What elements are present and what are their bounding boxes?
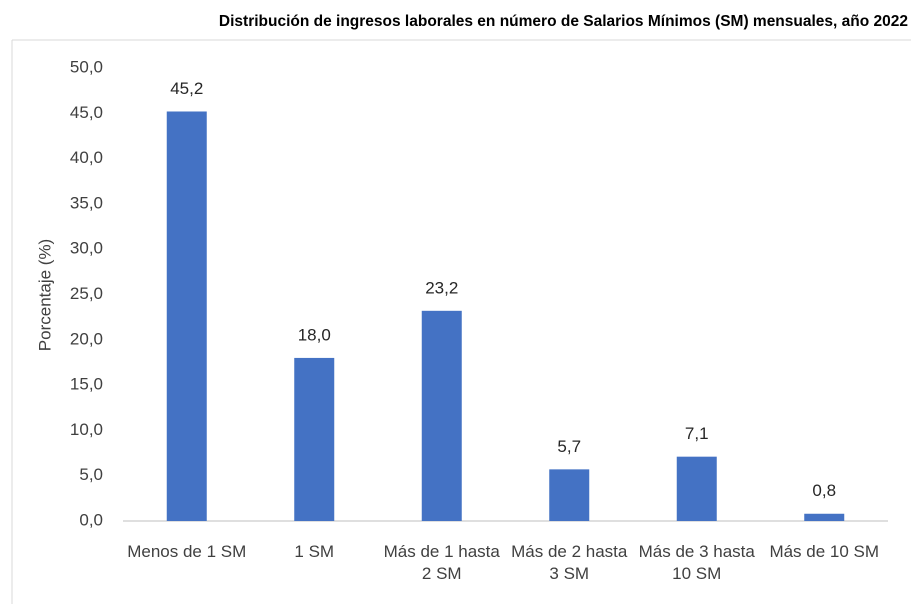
bar (294, 357, 335, 521)
x-tick-label: Más de 10 SM (769, 542, 880, 561)
y-tick-label: 30,0 (70, 239, 103, 258)
data-label: 0,8 (812, 481, 836, 500)
bar (676, 456, 717, 521)
x-tick-label: 1 SM (294, 542, 335, 561)
y-axis-label: Porcentaje (%) (35, 239, 54, 351)
y-tick-label: 0,0 (79, 510, 103, 529)
bar (804, 513, 845, 521)
y-tick-label: 50,0 (70, 57, 103, 76)
chart-title: Distribución de ingresos laborales en nú… (219, 13, 908, 30)
bar (166, 111, 207, 521)
y-tick-label: 15,0 (70, 375, 103, 394)
x-tick-label: Más de 1 hasta 2 SM (383, 542, 500, 583)
y-tick-label: 10,0 (70, 420, 103, 439)
y-tick-label: 25,0 (70, 284, 103, 303)
bar (549, 469, 590, 521)
data-label: 45,2 (170, 79, 203, 98)
x-tick-label: Menos de 1 SM (127, 542, 247, 561)
y-tick-label: 40,0 (70, 148, 103, 167)
y-tick-label: 45,0 (70, 103, 103, 122)
data-label: 5,7 (557, 437, 581, 456)
data-label: 23,2 (425, 278, 458, 297)
data-label: 18,0 (298, 325, 331, 344)
data-label: 7,1 (685, 424, 709, 443)
x-tick-label: Más de 3 hasta 10 SM (638, 542, 755, 583)
bar (421, 310, 462, 521)
y-tick-label: 35,0 (70, 193, 103, 212)
x-tick-label: Más de 2 hasta 3 SM (511, 542, 628, 583)
y-tick-label: 5,0 (79, 465, 103, 484)
y-tick-label: 20,0 (70, 329, 103, 348)
